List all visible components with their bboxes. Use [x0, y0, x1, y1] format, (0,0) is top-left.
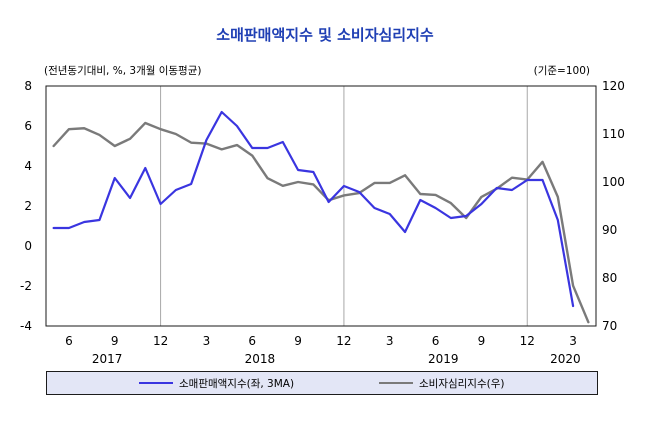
y-right-tick-label: 100 — [602, 175, 625, 189]
y-left-tick-label: -2 — [20, 279, 32, 293]
x-tick-label: 3 — [203, 334, 211, 348]
x-tick-label: 6 — [248, 334, 256, 348]
series-line-retail-sales — [52, 110, 575, 308]
axis-ticks: -4 -2 0 2 4 6 8 70 80 90 100 110 120 6 9 12 3 6 9 12 3 6 9 12 3 2… — [20, 79, 625, 366]
year-label: 2017 — [92, 352, 123, 366]
x-tick-label: 9 — [478, 334, 486, 348]
year-label: 2019 — [428, 352, 459, 366]
legend-item-consumer-sentiment: 소비자심리지수(우) — [379, 372, 504, 394]
left-axis-note: (전년동기대비, %, 3개월 이동평균) — [44, 65, 202, 77]
x-tick-label: 6 — [65, 334, 73, 348]
year-label: 2018 — [245, 352, 276, 366]
x-tick-label: 12 — [153, 334, 168, 348]
right-axis-note: (기준=100) — [533, 65, 590, 77]
series-lines — [52, 110, 590, 324]
y-left-tick-label: 4 — [24, 159, 32, 173]
y-left-tick-label: -4 — [20, 319, 32, 333]
legend-label-retail-sales: 소매판매액지수(좌, 3MA) — [179, 377, 295, 390]
legend-swatch-retail-sales — [139, 382, 173, 384]
legend-item-retail-sales: 소매판매액지수(좌, 3MA) — [139, 372, 294, 394]
y-right-tick-label: 90 — [602, 223, 617, 237]
x-tick-label: 9 — [111, 334, 119, 348]
y-left-tick-label: 2 — [24, 199, 32, 213]
y-left-tick-label: 8 — [24, 79, 32, 93]
legend-swatch-consumer-sentiment — [379, 382, 413, 384]
x-tick-label: 9 — [294, 334, 302, 348]
y-right-tick-label: 120 — [602, 79, 625, 93]
y-right-tick-label: 110 — [602, 127, 625, 141]
x-tick-label: 6 — [432, 334, 440, 348]
year-divider-lines — [160, 86, 528, 326]
series-line-consumer-sentiment — [52, 121, 590, 324]
y-left-tick-label: 0 — [24, 239, 32, 253]
x-tick-label: 3 — [569, 334, 577, 348]
plot-frame — [45, 85, 597, 327]
y-right-tick-label: 80 — [602, 271, 617, 285]
year-label: 2020 — [550, 352, 581, 366]
x-tick-label: 3 — [386, 334, 394, 348]
legend-label-consumer-sentiment: 소비자심리지수(우) — [419, 377, 505, 390]
x-tick-label: 12 — [336, 334, 351, 348]
chart-title: 소매판매액지수 및 소비자심리지수 — [216, 26, 434, 44]
x-tick-label: 12 — [520, 334, 535, 348]
y-right-tick-label: 70 — [602, 319, 617, 333]
legend: 소매판매액지수(좌, 3MA) 소비자심리지수(우) — [46, 371, 598, 395]
y-left-tick-label: 6 — [24, 119, 32, 133]
